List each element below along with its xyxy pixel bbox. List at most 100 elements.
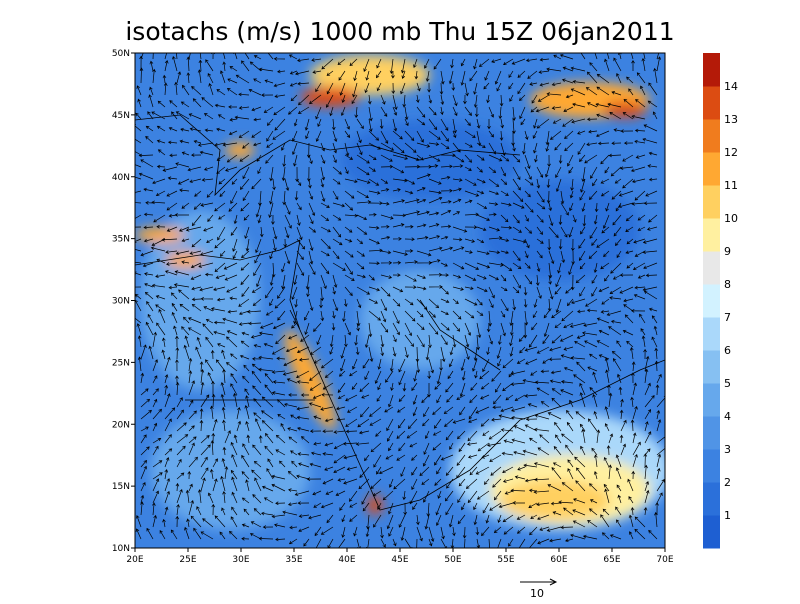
wind-arrow — [623, 98, 634, 108]
wind-arrow — [180, 101, 190, 108]
wind-arrow — [529, 526, 538, 536]
wind-arrow — [305, 274, 310, 290]
wind-arrow — [261, 420, 274, 432]
wind-arrow — [473, 502, 478, 511]
wind-arrow — [267, 458, 274, 468]
wind-arrow — [240, 340, 250, 348]
wind-arrow — [432, 406, 442, 415]
wind-arrow — [230, 226, 238, 236]
wind-arrow — [452, 286, 464, 291]
wind-arrow — [209, 468, 214, 480]
wind-arrow — [509, 94, 514, 102]
wind-arrow — [253, 412, 262, 420]
wind-arrow — [188, 456, 198, 468]
wind-arrow — [598, 329, 610, 336]
wind-arrow — [501, 451, 514, 456]
wind-arrow — [135, 316, 142, 324]
wind-arrow — [478, 58, 490, 68]
wind-arrow — [140, 501, 144, 516]
wind-arrow — [512, 166, 521, 181]
wind-arrow — [288, 393, 298, 397]
wind-arrow — [245, 479, 250, 492]
wind-arrow — [620, 398, 624, 408]
wind-arrow — [577, 309, 586, 314]
wind-arrow — [531, 322, 538, 331]
wind-arrow — [176, 71, 182, 84]
wind-arrow — [368, 274, 375, 281]
wind-arrow — [588, 508, 598, 516]
wind-arrow — [240, 274, 250, 286]
wind-arrow — [631, 202, 646, 206]
wind-arrow — [600, 190, 610, 197]
wind-arrow — [238, 322, 250, 326]
wind-arrow — [146, 527, 154, 540]
wind-arrow — [456, 394, 466, 400]
wind-arrow — [634, 128, 646, 133]
wind-arrow — [509, 346, 514, 357]
wind-arrow — [226, 336, 238, 348]
wind-arrow — [570, 238, 575, 252]
wind-arrow — [476, 190, 485, 195]
wind-arrow — [343, 454, 358, 460]
wind-arrow — [392, 142, 405, 154]
wind-arrow — [510, 382, 526, 387]
wind-arrow — [272, 130, 286, 140]
wind-arrow — [208, 83, 214, 96]
wind-arrow — [340, 106, 346, 117]
wind-arrow — [509, 310, 514, 327]
wind-arrow — [476, 250, 490, 256]
wind-arrow — [295, 70, 310, 76]
wind-arrow — [512, 142, 516, 152]
wind-arrow — [200, 381, 205, 396]
wind-arrow — [452, 118, 457, 134]
wind-arrow — [363, 58, 370, 72]
wind-arrow — [655, 502, 659, 516]
wind-arrow — [380, 322, 389, 333]
wind-arrow — [561, 482, 574, 492]
wind-arrow — [199, 286, 214, 292]
wind-arrow — [176, 458, 182, 468]
wind-arrow — [272, 226, 278, 240]
wind-arrow — [290, 414, 298, 420]
wind-arrow — [306, 166, 311, 182]
wind-arrow — [445, 430, 454, 441]
x-tick-label: 55E — [497, 555, 514, 565]
wind-arrow — [187, 317, 202, 324]
wind-arrow — [210, 440, 215, 456]
wind-arrow — [380, 274, 393, 279]
wind-arrow — [272, 322, 286, 330]
wind-arrow — [164, 506, 169, 516]
wind-arrow — [140, 426, 149, 432]
wind-arrow — [152, 178, 166, 185]
wind-arrow — [251, 106, 262, 112]
wind-arrow — [178, 226, 190, 232]
wind-arrow — [255, 202, 262, 218]
wind-arrow — [586, 117, 598, 122]
wind-arrow — [464, 82, 469, 97]
wind-arrow — [613, 57, 622, 72]
wind-arrow — [245, 395, 250, 408]
wind-arrow — [201, 178, 214, 182]
wind-arrow — [601, 298, 610, 305]
wind-arrow — [164, 356, 171, 372]
wind-arrow — [480, 394, 490, 400]
wind-arrow — [233, 214, 238, 225]
wind-arrow — [600, 262, 610, 270]
wind-arrow — [407, 418, 418, 430]
axes: 20E 25E 30E 35E 40E 45E 50E 55E 60E 65E 70E10N15N2… — [112, 49, 674, 565]
wind-arrow — [514, 394, 526, 402]
wind-arrow — [140, 465, 148, 480]
wind-arrow — [211, 393, 216, 408]
wind-arrow — [508, 82, 514, 90]
colorbar-label: 4 — [724, 410, 731, 423]
wind-arrow — [620, 129, 634, 133]
wind-arrow — [358, 430, 370, 435]
wind-arrow — [476, 310, 484, 316]
wind-arrow — [643, 348, 647, 360]
wind-arrow — [462, 526, 467, 539]
wind-arrow — [452, 226, 468, 233]
wind-arrow — [500, 428, 514, 432]
wind-arrow — [364, 370, 370, 381]
wind-arrow — [464, 225, 478, 230]
wind-arrow — [222, 491, 226, 504]
